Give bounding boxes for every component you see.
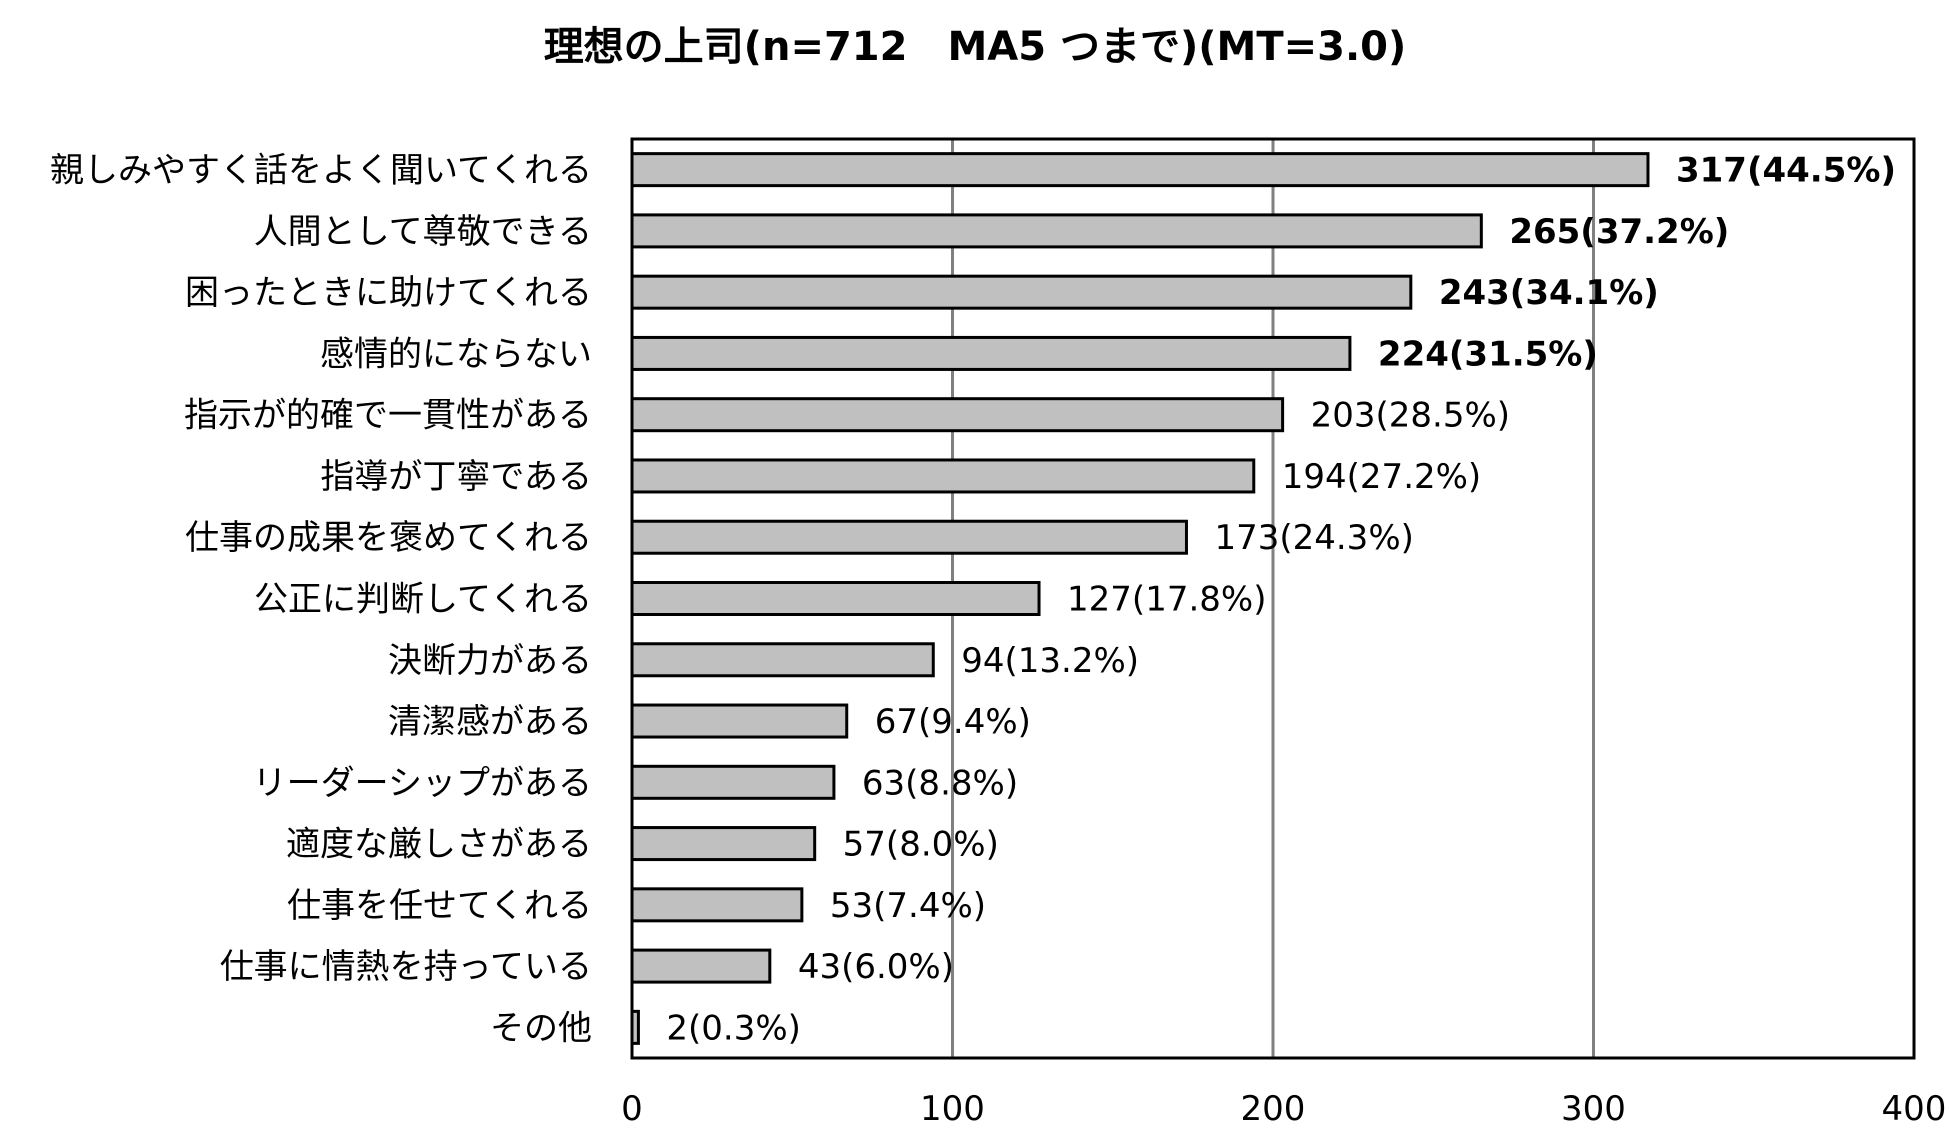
bar — [630, 764, 836, 800]
category-label: 指導が丁寧である — [320, 457, 592, 497]
bar — [630, 948, 772, 984]
category-label: 仕事の成果を褒めてくれる — [185, 518, 592, 558]
category-label: 清潔感がある — [388, 702, 592, 742]
x-tick-label: 400 — [1882, 1089, 1947, 1129]
data-label: 63(8.8%) — [862, 763, 1018, 803]
plot-frame — [630, 137, 1916, 1060]
category-label: 人間として尊敬できる — [254, 212, 592, 252]
category-label: 仕事を任せてくれる — [287, 886, 592, 926]
bar — [630, 826, 817, 862]
bar — [630, 213, 1483, 249]
bar — [630, 887, 804, 923]
bar — [630, 458, 1256, 494]
x-tick-label: 300 — [1561, 1089, 1626, 1129]
data-label: 317(44.5%) — [1676, 151, 1896, 191]
data-label: 43(6.0%) — [798, 947, 954, 987]
bar — [630, 274, 1413, 310]
data-label: 94(13.2%) — [961, 641, 1139, 681]
bar — [630, 519, 1188, 555]
x-tick-label: 200 — [1241, 1089, 1306, 1129]
data-label: 243(34.1%) — [1439, 273, 1659, 313]
category-label: 親しみやすく話をよく聞いてくれる — [50, 151, 592, 191]
category-label: 決断力がある — [388, 641, 592, 681]
chart-title: 理想の上司(n=712 MA5 つまで)(MT=3.0) — [544, 24, 1407, 70]
x-tick-label: 0 — [621, 1089, 643, 1129]
bar — [630, 642, 935, 678]
data-label: 173(24.3%) — [1214, 518, 1413, 558]
data-label: 127(17.8%) — [1067, 580, 1266, 620]
data-label: 224(31.5%) — [1378, 334, 1598, 374]
bar — [630, 152, 1650, 188]
category-label: 感情的にならない — [320, 334, 592, 374]
category-label: リーダーシップがある — [253, 763, 592, 803]
x-tick-label: 100 — [920, 1089, 985, 1129]
data-label: 203(28.5%) — [1311, 396, 1510, 436]
data-label: 67(9.4%) — [875, 702, 1031, 742]
bar — [630, 581, 1041, 616]
category-label: 適度な厳しさがある — [286, 825, 592, 865]
bar — [630, 335, 1352, 371]
category-label: 困ったときに助けてくれる — [185, 273, 592, 313]
data-label: 57(8.0%) — [843, 825, 999, 865]
data-label: 265(37.2%) — [1509, 212, 1729, 252]
category-label: 公正に判断してくれる — [254, 580, 592, 620]
category-label: 指示が的確で一貫性がある — [184, 396, 592, 436]
data-label: 2(0.3%) — [666, 1008, 801, 1048]
bar — [630, 397, 1285, 433]
data-label: 194(27.2%) — [1282, 457, 1481, 497]
category-label: 仕事に情熱を持っている — [220, 947, 592, 987]
category-label: その他 — [490, 1008, 592, 1048]
data-label: 53(7.4%) — [830, 886, 986, 926]
bar — [630, 703, 849, 739]
